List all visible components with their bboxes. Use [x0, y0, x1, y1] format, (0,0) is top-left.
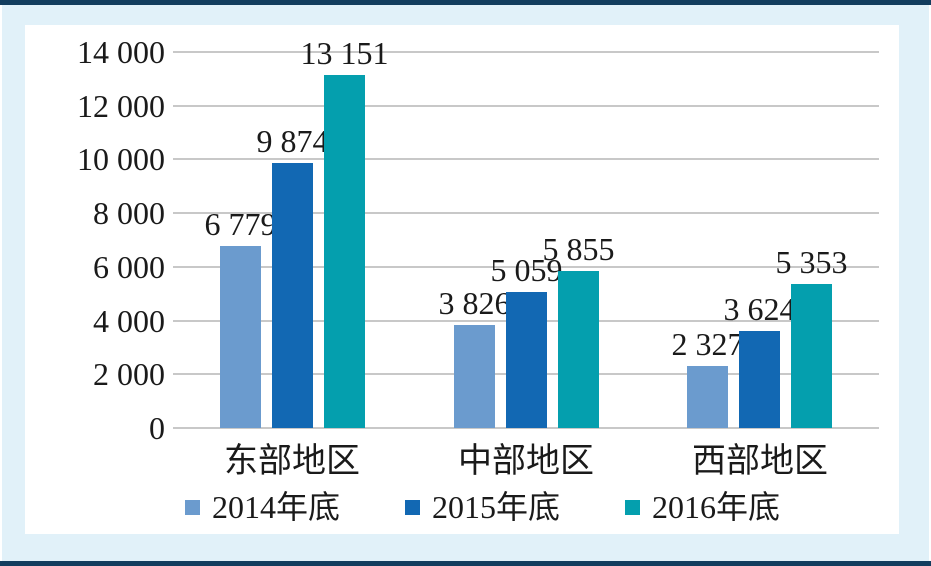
bar: 3 624: [724, 292, 796, 428]
legend-label: 2016年底: [652, 489, 781, 525]
bar-value-label: 13 151: [300, 35, 389, 71]
y-axis-tick-label: 12 000: [77, 87, 165, 124]
top-rule: [0, 0, 931, 5]
bar: 5 855: [543, 232, 615, 428]
legend-item: 2015年底: [405, 487, 560, 527]
bottom-rule: [0, 561, 931, 566]
bar-value-label: 5 059: [490, 252, 563, 288]
gridline: [173, 51, 879, 53]
bar: 6 779: [205, 207, 277, 428]
bar: 2 327: [672, 327, 744, 428]
legend-item: 2014年底: [185, 487, 340, 527]
x-axis-category-labels: 东部地区 中部地区 西部地区: [25, 440, 899, 484]
legend-swatch: [185, 499, 200, 515]
legend-swatch: [405, 499, 421, 515]
bar: 5 353: [776, 245, 848, 428]
bar-group: 3 826 5 059 5 855: [439, 52, 615, 428]
y-axis-tick-label: 6 000: [93, 248, 165, 285]
bar: 13 151: [301, 36, 389, 428]
bar-value-label: 6 779: [204, 206, 277, 242]
y-axis-tick-label: 4 000: [93, 302, 165, 339]
bar-value-label: 2 327: [671, 326, 744, 362]
bar-value-label: 3 624: [723, 291, 796, 327]
legend-swatch: [625, 499, 641, 515]
category-label: 西部地区: [692, 443, 828, 480]
gridline: [173, 104, 879, 107]
bar-value-label: 3 826: [438, 285, 511, 321]
bar: 3 826: [439, 286, 511, 428]
gridline: [173, 265, 879, 268]
bar-group: 6 779 9 874 13 151: [205, 36, 389, 428]
y-axis: 0 2 000 4 000 6 000 8 000 10 000 12 000 14 000: [25, 36, 165, 444]
bar-value-label: 5 855: [542, 231, 615, 267]
legend-label: 2014年底: [212, 489, 341, 525]
bar: 5 059: [491, 253, 563, 428]
category-label: 东部地区: [224, 443, 360, 480]
bar: 9 874: [257, 124, 329, 428]
y-axis-tick-label: 8 000: [93, 195, 165, 232]
bar-group: 2 327 3 624 5 353: [672, 52, 848, 428]
gridline: [173, 158, 879, 161]
legend: 2014年底 2015年底 2016年底: [185, 485, 780, 529]
y-axis-tick-label: 2 000: [93, 356, 165, 393]
gridline: [173, 212, 879, 215]
gridline: [173, 427, 879, 429]
legend-label: 2015年底: [432, 489, 561, 525]
y-axis-tick-label: 14 000: [77, 34, 165, 70]
y-axis-tick-label: 0: [149, 410, 165, 446]
legend-item: 2016年底: [625, 487, 780, 527]
bar-value-label: 9 874: [256, 123, 329, 159]
plot-area: 6 779 9 874 13 151 3 826 5 059 5 855 2 327 3 62…: [173, 36, 879, 429]
y-axis-tick-label: 10 000: [77, 141, 165, 178]
bar-value-label: 5 353: [775, 244, 848, 280]
category-label: 中部地区: [458, 443, 594, 480]
